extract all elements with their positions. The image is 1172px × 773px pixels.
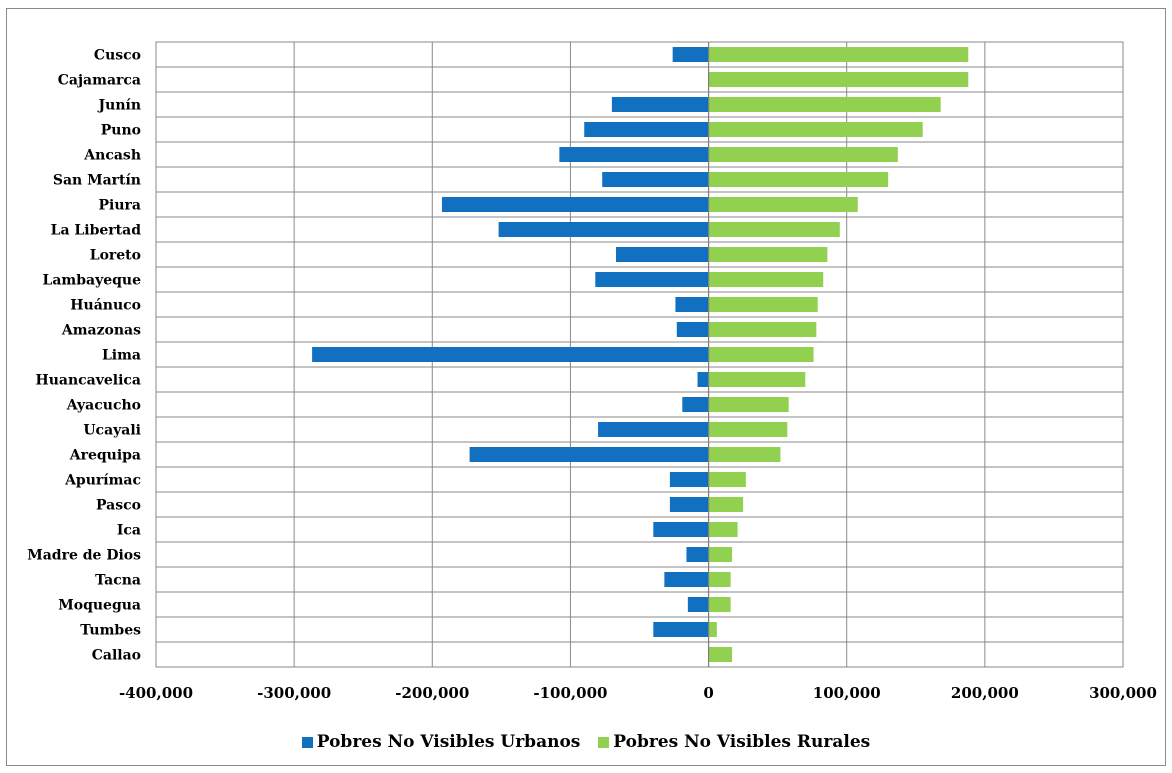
x-tick-label: 300,000 (1089, 684, 1157, 702)
category-label-tacna: Tacna (95, 573, 141, 589)
legend-label-urbanos: Pobres No Visibles Urbanos (316, 732, 581, 752)
category-label-madre-de-dios: Madre de Dios (27, 548, 141, 564)
category-label-callao: Callao (92, 648, 141, 664)
category-label-ica: Ica (117, 523, 141, 539)
category-label-lima: Lima (102, 348, 141, 364)
category-label-cusco: Cusco (94, 48, 141, 64)
category-label-pasco: Pasco (96, 498, 141, 514)
category-label-puno: Puno (101, 123, 141, 139)
bars (312, 47, 969, 662)
bar-urbanos-san-martin (602, 172, 709, 187)
legend-item-urbanos: Pobres No Visibles Urbanos (301, 732, 581, 752)
bar-rurales-moquegua (708, 597, 731, 612)
bar-rurales-tacna (708, 572, 731, 587)
bar-urbanos-amazonas (676, 322, 709, 337)
bar-urbanos-la-libertad (498, 222, 709, 237)
bar-rurales-cajamarca (708, 72, 969, 87)
bar-rurales-lambayeque (708, 272, 824, 287)
bar-rurales-huanuco (708, 297, 818, 312)
bar-rurales-junin (708, 97, 941, 112)
category-label-san-martin: San Martín (53, 173, 141, 189)
bar-rurales-callao (708, 647, 733, 662)
bar-rurales-apurimac (708, 472, 746, 487)
x-tick-label: 200,000 (951, 684, 1019, 702)
bar-rurales-puno (708, 122, 923, 137)
bar-urbanos-apurimac (669, 472, 709, 487)
category-label-la-libertad: La Libertad (51, 223, 142, 239)
bar-rurales-la-libertad (708, 222, 840, 237)
x-tick-label: -100,000 (533, 684, 607, 702)
bar-urbanos-pasco (669, 497, 709, 512)
bar-rurales-ica (708, 522, 738, 537)
bar-rurales-arequipa (708, 447, 781, 462)
x-tick-label: 100,000 (813, 684, 881, 702)
category-label-huanuco: Huánuco (70, 298, 141, 314)
bar-urbanos-junin (611, 97, 709, 112)
category-label-loreto: Loreto (90, 248, 141, 264)
bar-urbanos-loreto (616, 247, 709, 262)
legend-swatch-urbanos (301, 736, 313, 748)
bar-urbanos-ucayali (598, 422, 709, 437)
bar-rurales-loreto (708, 247, 828, 262)
bar-urbanos-ancash (559, 147, 709, 162)
bar-rurales-ucayali (708, 422, 788, 437)
category-label-moquegua: Moquegua (58, 598, 141, 614)
bar-urbanos-cusco (672, 47, 709, 62)
bar-urbanos-moquegua (687, 597, 709, 612)
bar-urbanos-tumbes (653, 622, 709, 637)
category-labels: Cusco Cajamarca Junín Puno Ancash San Martín P… (27, 48, 141, 664)
category-label-cajamarca: Cajamarca (58, 73, 141, 89)
bar-urbanos-huancavelica (697, 372, 709, 387)
category-label-amazonas: Amazonas (61, 323, 141, 339)
category-label-lambayeque: Lambayeque (42, 273, 141, 289)
category-label-tumbes: Tumbes (80, 623, 141, 639)
category-label-ucayali: Ucayali (83, 423, 141, 439)
bar-urbanos-arequipa (469, 447, 709, 462)
category-label-junin: Junín (97, 98, 141, 114)
legend-item-rurales: Pobres No Visibles Rurales (598, 732, 870, 752)
bar-rurales-madre-de-dios (708, 547, 733, 562)
bar-urbanos-lambayeque (595, 272, 709, 287)
category-label-ayacucho: Ayacucho (66, 398, 141, 414)
x-tick-label: -200,000 (395, 684, 469, 702)
category-label-huancavelica: Huancavelica (35, 373, 141, 389)
legend-label-rurales: Pobres No Visibles Rurales (613, 732, 871, 752)
legend: Pobres No Visibles Urbanos Pobres No Vis… (0, 732, 1172, 753)
bar-rurales-ayacucho (708, 397, 789, 412)
bar-urbanos-tacna (664, 572, 709, 587)
bar-urbanos-piura (441, 197, 709, 212)
bar-rurales-piura (708, 197, 858, 212)
bar-rurales-amazonas (708, 322, 817, 337)
bar-rurales-lima (708, 347, 814, 362)
x-tick-label: -400,000 (119, 684, 193, 702)
category-label-apurimac: Apurímac (64, 473, 141, 489)
bar-urbanos-madre-de-dios (686, 547, 709, 562)
category-label-ancash: Ancash (83, 148, 141, 164)
bar-rurales-ancash (708, 147, 898, 162)
bar-urbanos-puno (584, 122, 709, 137)
grid (155, 41, 1124, 668)
bar-rurales-huancavelica (708, 372, 806, 387)
bar-urbanos-ayacucho (682, 397, 709, 412)
x-tick-labels: -400,000 -300,000 -200,000 -100,000 0 100,000… (119, 684, 1157, 702)
category-label-piura: Piura (99, 198, 141, 214)
x-tick-label: 0 (703, 684, 713, 702)
bar-urbanos-lima (312, 347, 709, 362)
bar-rurales-san-martin (708, 172, 889, 187)
bar-rurales-pasco (708, 497, 744, 512)
bar-rurales-cusco (708, 47, 969, 62)
bar-urbanos-ica (653, 522, 709, 537)
legend-swatch-rurales (598, 736, 610, 748)
bar-urbanos-huanuco (675, 297, 709, 312)
x-tick-label: -300,000 (257, 684, 331, 702)
bar-rurales-tumbes (708, 622, 717, 637)
category-label-arequipa: Arequipa (69, 448, 141, 464)
